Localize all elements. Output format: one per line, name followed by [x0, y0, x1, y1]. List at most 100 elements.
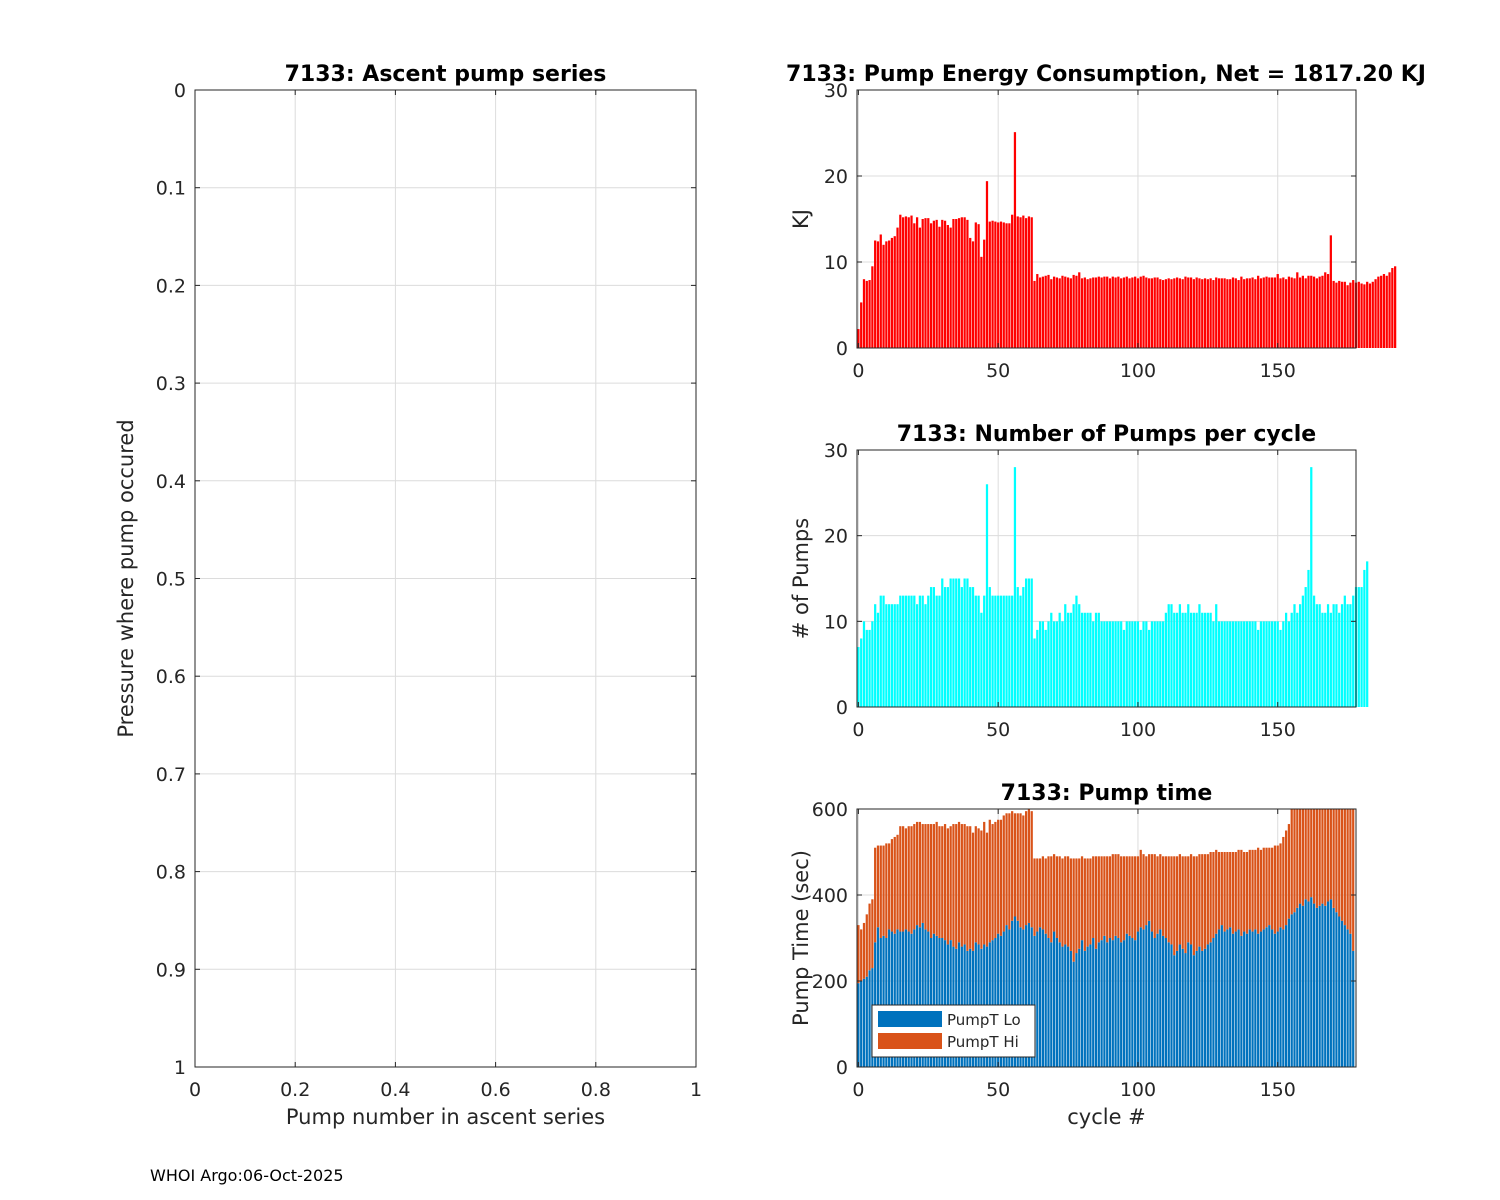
bar-pumpt-hi — [963, 824, 966, 945]
bar — [1159, 621, 1162, 707]
bar-pumpt-lo — [1142, 929, 1145, 1067]
bar-pumpt-lo — [1265, 927, 1268, 1067]
bar-pumpt-hi — [985, 832, 989, 947]
bar — [1243, 621, 1246, 707]
bar — [1282, 277, 1285, 348]
bar-pumpt-hi — [1307, 809, 1310, 902]
bar-pumpt-lo — [882, 935, 885, 1067]
ticks: 0 50 100 150 0 10 20 30 — [824, 440, 1356, 741]
bar — [1307, 569, 1310, 707]
bar — [1181, 612, 1184, 707]
bar-pumpt-hi — [904, 828, 908, 930]
bar — [977, 224, 980, 348]
bar — [921, 219, 924, 348]
bar — [888, 604, 891, 707]
bar — [1259, 621, 1263, 707]
bar-pumpt-hi — [1273, 845, 1277, 934]
bar — [1008, 223, 1011, 348]
bar — [1268, 277, 1271, 348]
bar-pumpt-hi — [1058, 856, 1061, 943]
bar-pumpt-hi — [929, 824, 933, 938]
bar-pumpt-hi — [1310, 809, 1313, 898]
bar-pumpt-hi — [915, 821, 919, 926]
bar-pumpt-hi — [1145, 856, 1148, 926]
bar — [874, 604, 877, 707]
bar — [1212, 621, 1215, 707]
bar-pumpt-hi — [865, 914, 868, 977]
bar — [1262, 621, 1265, 707]
bar-pumpt-lo — [1030, 927, 1033, 1067]
bar — [1349, 282, 1352, 348]
bar — [1027, 578, 1031, 707]
bar-pumpt-lo — [1212, 938, 1215, 1067]
bar — [876, 241, 880, 348]
bar — [1041, 276, 1045, 348]
bar-pumpt-hi — [1072, 858, 1075, 962]
bar — [879, 234, 882, 348]
pumps-per-cycle-axes: 0 50 100 150 0 10 20 30 7133: Number of Pumps pe… — [789, 422, 1369, 741]
bar — [1125, 621, 1128, 707]
bar — [941, 219, 944, 348]
bar-pumpt-hi — [941, 826, 944, 938]
bar-pumpt-lo — [865, 976, 868, 1067]
bar-pumpt-hi — [1346, 809, 1349, 930]
bar-pumpt-hi — [1036, 858, 1039, 932]
bar-pumpt-hi — [955, 824, 958, 949]
bar — [1044, 275, 1047, 348]
bar — [929, 223, 933, 348]
bar — [857, 329, 860, 348]
bar — [876, 612, 880, 707]
bar — [1265, 276, 1268, 348]
legend: PumpT Lo PumpT Hi — [871, 1004, 1036, 1058]
bar — [1114, 277, 1117, 348]
bar-pumpt-hi — [1262, 847, 1265, 930]
bar-pumpt-hi — [1125, 856, 1128, 934]
bar-pumpt-lo — [1332, 907, 1335, 1067]
y-tick-label: 30 — [824, 440, 848, 462]
bar — [943, 587, 947, 707]
bar-pumpt-hi — [1128, 856, 1131, 936]
bar-pumpt-lo — [1220, 925, 1223, 1067]
bar — [1290, 277, 1293, 348]
bar-pumpt-hi — [1212, 852, 1215, 938]
bar — [1066, 612, 1070, 707]
bar-pumpt-hi — [1033, 858, 1036, 936]
x-tick-label: 50 — [986, 719, 1010, 741]
y-tick-label: 10 — [824, 252, 848, 274]
bar-pumpt-hi — [949, 826, 952, 941]
bar — [1195, 277, 1198, 348]
bar — [1002, 222, 1005, 348]
bar — [1128, 278, 1131, 348]
bar — [902, 217, 905, 348]
bar — [1139, 629, 1142, 707]
bar — [977, 595, 980, 707]
bar-pumpt-hi — [1013, 813, 1017, 917]
bar-pumpt-hi — [1237, 849, 1240, 930]
chart-title: 7133: Ascent pump series — [285, 62, 607, 87]
bar — [890, 604, 894, 707]
bar — [1234, 278, 1237, 348]
bar-pumpt-lo — [938, 938, 941, 1067]
bar — [1033, 638, 1036, 707]
bar — [860, 302, 863, 348]
bar — [1047, 621, 1050, 707]
bar-pumpt-lo — [896, 929, 899, 1067]
bar — [1078, 272, 1081, 348]
y-tick-label: 0.8 — [156, 862, 186, 884]
bar — [1304, 587, 1307, 707]
bar-pumpt-hi — [1220, 852, 1223, 926]
bar-pumpt-hi — [1005, 813, 1008, 926]
bar — [929, 587, 933, 707]
bar — [1106, 276, 1109, 348]
bar — [1315, 278, 1318, 348]
bar — [1318, 604, 1321, 707]
bar — [1223, 278, 1226, 348]
bar-pumpt-hi — [1315, 809, 1318, 908]
bar — [1170, 604, 1173, 707]
bar — [1198, 604, 1201, 707]
bar-pumpt-hi — [1234, 852, 1237, 932]
bar — [907, 217, 910, 348]
bar-pumpt-hi — [1203, 854, 1207, 949]
bar-pumpt-lo — [1066, 946, 1070, 1067]
bar — [1310, 275, 1313, 348]
